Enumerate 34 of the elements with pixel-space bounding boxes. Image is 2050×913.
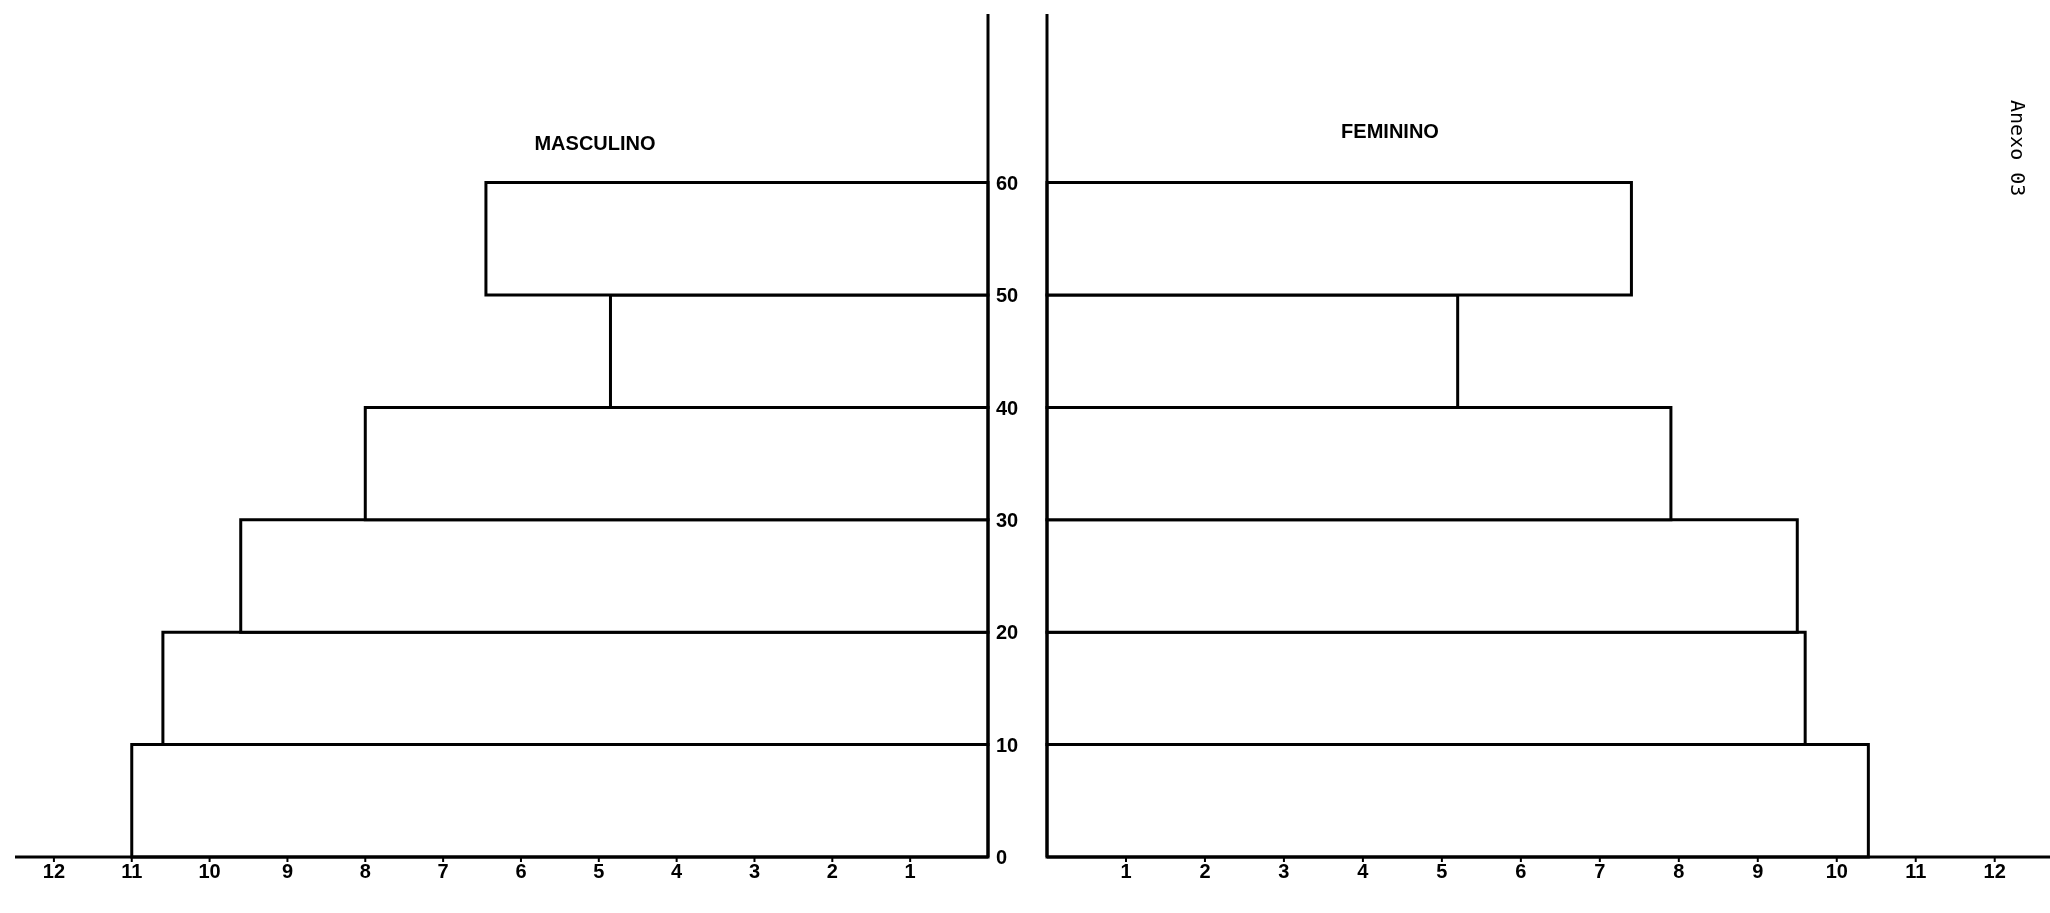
x-tick-label: 3 — [748, 860, 761, 883]
x-tick-label: 5 — [593, 860, 605, 883]
x-tick-label: 12 — [1983, 860, 2006, 883]
x-tick-label: 8 — [1673, 860, 1685, 883]
y-tick-label: 50 — [996, 284, 1019, 307]
y-tick-label: 40 — [996, 396, 1019, 419]
x-tick-label: 7 — [437, 860, 449, 883]
x-tick-label: 1 — [1120, 860, 1132, 883]
x-tick-label: 9 — [281, 860, 293, 883]
x-tick-label: 2 — [826, 860, 838, 883]
y-tick-label: 60 — [996, 171, 1019, 194]
x-tick-label: 6 — [1515, 860, 1527, 883]
y-tick-label: 10 — [996, 733, 1019, 756]
y-tick-label: 30 — [996, 508, 1019, 531]
y-tick-label: 0 — [996, 846, 1008, 869]
x-tick-label: 10 — [198, 860, 221, 883]
x-tick-label: 11 — [121, 860, 143, 883]
y-tick-label: 20 — [996, 621, 1019, 644]
x-tick-label: 8 — [359, 860, 371, 883]
x-tick-label: 12 — [42, 860, 66, 883]
x-tick-label: 11 — [1905, 860, 1927, 883]
annotation: Anexo 03 — [2005, 100, 2030, 199]
x-tick-label: 4 — [671, 860, 684, 883]
x-tick-label: 7 — [1594, 860, 1606, 883]
text: MASCULINO — [533, 132, 657, 155]
x-tick-label: 3 — [1278, 860, 1290, 883]
x-tick-label: 4 — [1357, 860, 1370, 883]
text: FEMININO — [1340, 120, 1440, 143]
x-tick-label: 9 — [1752, 860, 1764, 883]
x-tick-label: 6 — [515, 860, 527, 883]
x-tick-label: 2 — [1199, 860, 1211, 883]
x-tick-label: 1 — [904, 860, 916, 883]
x-tick-label: 10 — [1825, 860, 1848, 883]
x-tick-label: 5 — [1436, 860, 1448, 883]
